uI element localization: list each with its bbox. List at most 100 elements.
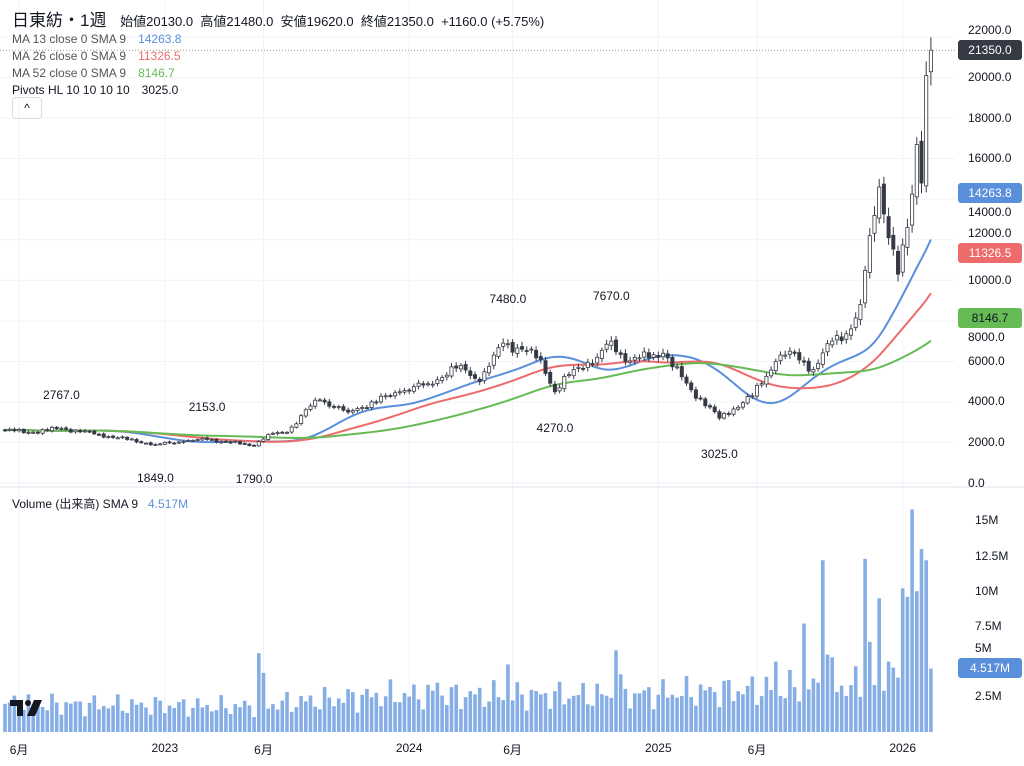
candle-down (45, 429, 50, 431)
volume-bar (228, 713, 233, 732)
low-label: 安値 (280, 14, 307, 29)
volume-sma-value: 4.517M (148, 497, 189, 511)
volume-bar (492, 680, 496, 732)
candle-down (670, 357, 675, 368)
candle-up (317, 399, 322, 402)
candle-up (820, 352, 825, 365)
candle-up (628, 360, 633, 363)
candle-up (750, 395, 755, 398)
candle-down (92, 430, 97, 435)
volume-bar (896, 677, 900, 732)
volume-bar (22, 709, 26, 732)
volume-bar (285, 691, 289, 732)
volume-bar (670, 694, 675, 732)
candle-down (581, 368, 586, 370)
volume-bar (261, 672, 266, 732)
volume-bar (54, 702, 59, 732)
price-axis-tick: 4000.0 (968, 394, 1005, 409)
indicator-pivots[interactable]: Pivots HL 10 10 10 10 3025.0 (12, 82, 544, 99)
volume-bar (144, 707, 148, 732)
candle-up (402, 390, 407, 393)
time-axis-label: 2024 (395, 741, 423, 755)
volume-legend[interactable]: Volume (出来高) SMA 9 4.517M (12, 495, 188, 512)
tradingview-logo-icon[interactable] (8, 694, 44, 722)
candle-down (3, 429, 8, 432)
volume-bar (219, 695, 223, 732)
candle-up (294, 423, 299, 428)
volume-bar (210, 711, 214, 732)
candle-down (684, 376, 689, 384)
indicator-ma52[interactable]: MA 52 close 0 SMA 9 8146.7 (12, 65, 544, 82)
candle-down (280, 431, 285, 434)
volume-bar (802, 623, 806, 732)
high-label: 高値 (200, 14, 227, 29)
volume-bar (87, 702, 92, 732)
volume-bar (186, 716, 191, 732)
ma-badge-26: 11326.5 (958, 243, 1022, 263)
candle-up (769, 369, 774, 377)
volume-bar (539, 694, 543, 732)
pivot-label-low: 4270.0 (536, 421, 574, 436)
candle-up (261, 438, 266, 442)
candle-up (383, 395, 388, 398)
volume-bar (379, 706, 383, 732)
volume-bar (440, 695, 444, 732)
volume-bar (365, 688, 369, 732)
candle-up (722, 412, 727, 419)
time-axis-label: 2026 (889, 741, 917, 755)
candle-up (176, 441, 181, 444)
volume-bar (360, 694, 364, 732)
candle-up (609, 340, 614, 346)
volume-bar (529, 689, 534, 732)
price-axis-tick: 14000.0 (968, 205, 1012, 219)
candle-down (703, 398, 708, 407)
volume-bar (280, 700, 285, 732)
volume-bar (825, 654, 830, 732)
volume-bar (694, 705, 698, 732)
candle-up (393, 392, 398, 397)
pivot-label-high: 7480.0 (489, 292, 527, 307)
volume-bar (717, 707, 722, 732)
indicator-ma26[interactable]: MA 26 close 0 SMA 9 11326.5 (12, 48, 544, 65)
collapse-legend-button[interactable]: ^ (12, 97, 42, 119)
candle-down (167, 441, 172, 444)
volume-axis-tick: 10M (975, 583, 999, 598)
volume-bar (7, 702, 12, 732)
candle-up (369, 401, 374, 409)
indicator-ma13[interactable]: MA 13 close 0 SMA 9 14263.8 (12, 31, 544, 48)
volume-bar (412, 684, 416, 732)
volume-bar (736, 691, 740, 732)
pivot-label-high: 7670.0 (592, 288, 630, 303)
candle-up (50, 427, 55, 432)
pivot-label-high: 2153.0 (188, 400, 226, 415)
candle-down (237, 441, 242, 445)
volume-bar (238, 707, 242, 732)
symbol-title[interactable]: 日東紡・1週 (12, 11, 107, 30)
indicator-value: 3025.0 (141, 83, 179, 97)
candle-down (886, 216, 891, 239)
candle-down (346, 409, 351, 413)
volume-bar (727, 680, 731, 732)
candle-down (510, 342, 515, 353)
candle-down (214, 438, 219, 443)
volume-bar (520, 694, 524, 732)
candle-up (219, 441, 224, 444)
candle-up (567, 374, 572, 377)
volume-bar (496, 697, 501, 732)
candle-up (604, 343, 609, 350)
candle-up (928, 49, 933, 73)
volume-badge: 4.517M (958, 658, 1022, 679)
volume-bar (31, 704, 35, 732)
volume-bar (900, 588, 905, 732)
volume-bar (586, 704, 590, 732)
candle-up (675, 366, 680, 369)
volume-axis-tick: 7.5M (975, 618, 1002, 633)
ohlc-high: 高値21480.0 (200, 14, 273, 29)
volume-bar (637, 693, 642, 732)
candle-down (712, 406, 717, 413)
candle-up (501, 342, 506, 347)
volume-bar (750, 676, 755, 732)
candle-up (416, 382, 421, 387)
